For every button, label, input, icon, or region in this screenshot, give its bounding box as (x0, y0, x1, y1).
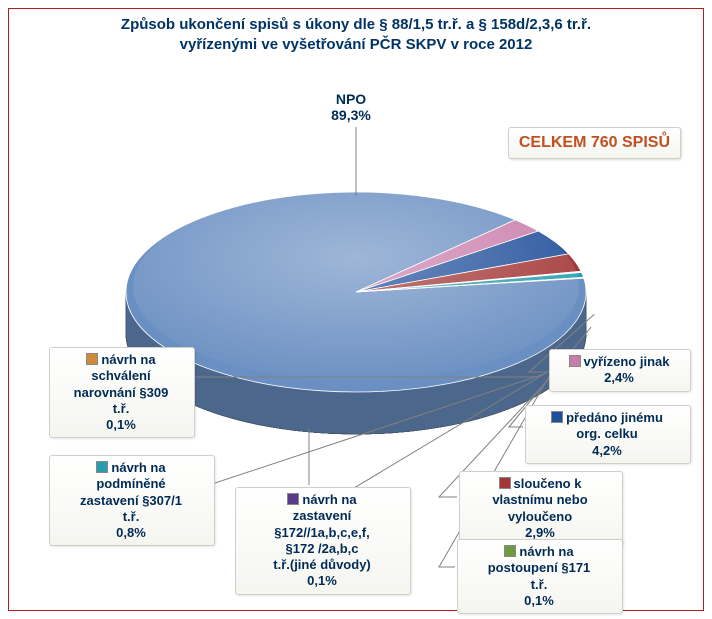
square-marker-icon (569, 355, 581, 367)
label-zastaveni: návrh na zastavení §172//1a,b,c,e,f, §17… (235, 487, 411, 595)
label-podminene: návrh na podmíněné zastavení §307/1 t.ř.… (49, 455, 215, 546)
label-pct: 89,3% (311, 107, 391, 123)
label-vyrizeno-jinak: vyřízeno jinak 2,4% (549, 349, 691, 392)
label-predano: předáno jinému org. celku 4,2% (525, 405, 691, 464)
label-slouceno: sloučeno k vlastnímu nebo vyloučeno 2,9% (459, 471, 623, 546)
title-line-1: Způsob ukončení spisů s úkony dle § 88/1… (121, 16, 591, 33)
square-marker-icon (86, 353, 98, 365)
label-text: NPO (336, 91, 366, 107)
square-marker-icon (551, 411, 563, 423)
chart-frame: Způsob ukončení spisů s úkony dle § 88/1… (8, 8, 704, 611)
square-marker-icon (499, 477, 511, 489)
square-marker-icon (504, 545, 516, 557)
label-narovnani: návrh na schválení narovnání §309 t.ř. 0… (49, 347, 195, 438)
label-npo: NPO 89,3% (311, 91, 391, 123)
label-postoupeni: návrh na postoupení §171 t.ř. 0,1% (457, 539, 623, 614)
chart-title: Způsob ukončení spisů s úkony dle § 88/1… (9, 15, 703, 56)
square-marker-icon (287, 493, 299, 505)
title-line-2: vyřízenými ve vyšetřování PČR SKPV v roc… (180, 36, 533, 53)
square-marker-icon (96, 461, 108, 473)
